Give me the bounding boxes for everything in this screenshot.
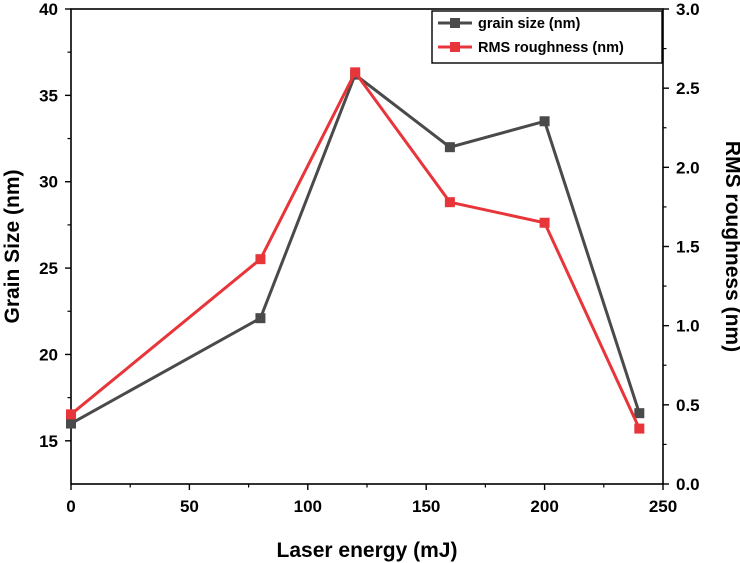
y-right-tick-label: 0.5	[676, 396, 700, 415]
data-point-1	[255, 254, 266, 265]
data-point-0	[255, 313, 266, 324]
y-right-tick-label: 0.0	[676, 475, 700, 494]
y-right-tick-label: 1.5	[676, 238, 700, 257]
y-left-tick-label: 35	[39, 86, 58, 105]
y-left-tick-label: 30	[39, 173, 58, 192]
x-tick-label: 50	[180, 497, 199, 516]
data-point-1	[444, 197, 455, 208]
y-right-tick-label: 3.0	[676, 0, 700, 19]
legend-marker	[450, 18, 460, 28]
y-right-tick-label: 2.0	[676, 158, 700, 177]
legend-marker	[450, 42, 460, 52]
y-axis-left-title: Grain Size (nm)	[1, 169, 24, 323]
x-tick-label: 200	[530, 497, 558, 516]
legend-box	[431, 10, 663, 64]
y-left-tick-label: 40	[39, 0, 58, 19]
y-left-tick-label: 15	[39, 432, 58, 451]
series-line-1	[70, 69, 641, 430]
legend: grain size (nm) RMS roughness (nm)	[431, 10, 663, 64]
data-point-0	[539, 116, 550, 127]
x-tick-label: 100	[294, 497, 322, 516]
x-tick-label: 250	[649, 497, 677, 516]
data-point-1	[539, 217, 550, 228]
data-point-0	[444, 142, 455, 153]
data-point-0	[634, 408, 645, 419]
series-layer	[66, 67, 645, 434]
data-point-1	[634, 423, 645, 434]
x-axis-title: Laser energy (mJ)	[277, 539, 458, 562]
x-tick-label: 150	[412, 497, 440, 516]
x-axis: 0 50 100 150 200 250	[66, 484, 677, 516]
y-axis-right: 0.0 0.5 1.0 1.5 2.0 2.5 3.0	[663, 0, 700, 494]
y-left-tick-label: 20	[39, 345, 58, 364]
plot-border	[70, 8, 664, 485]
y-left-tick-label: 25	[39, 259, 58, 278]
y-axis-left: 15 20 25 30 35 40	[39, 0, 71, 451]
x-tick-label: 0	[66, 497, 75, 516]
data-point-1	[350, 67, 361, 78]
data-point-0	[66, 418, 76, 429]
legend-label: RMS roughness (nm)	[478, 40, 624, 56]
y-right-tick-label: 2.5	[676, 79, 700, 98]
legend-label: grain size (nm)	[478, 16, 580, 32]
y-axis-right-title: RMS roughness (nm)	[721, 141, 740, 352]
y-right-tick-label: 1.0	[676, 317, 700, 336]
series-line-0	[70, 72, 641, 425]
data-point-1	[66, 409, 76, 420]
plot-frame	[70, 8, 664, 485]
